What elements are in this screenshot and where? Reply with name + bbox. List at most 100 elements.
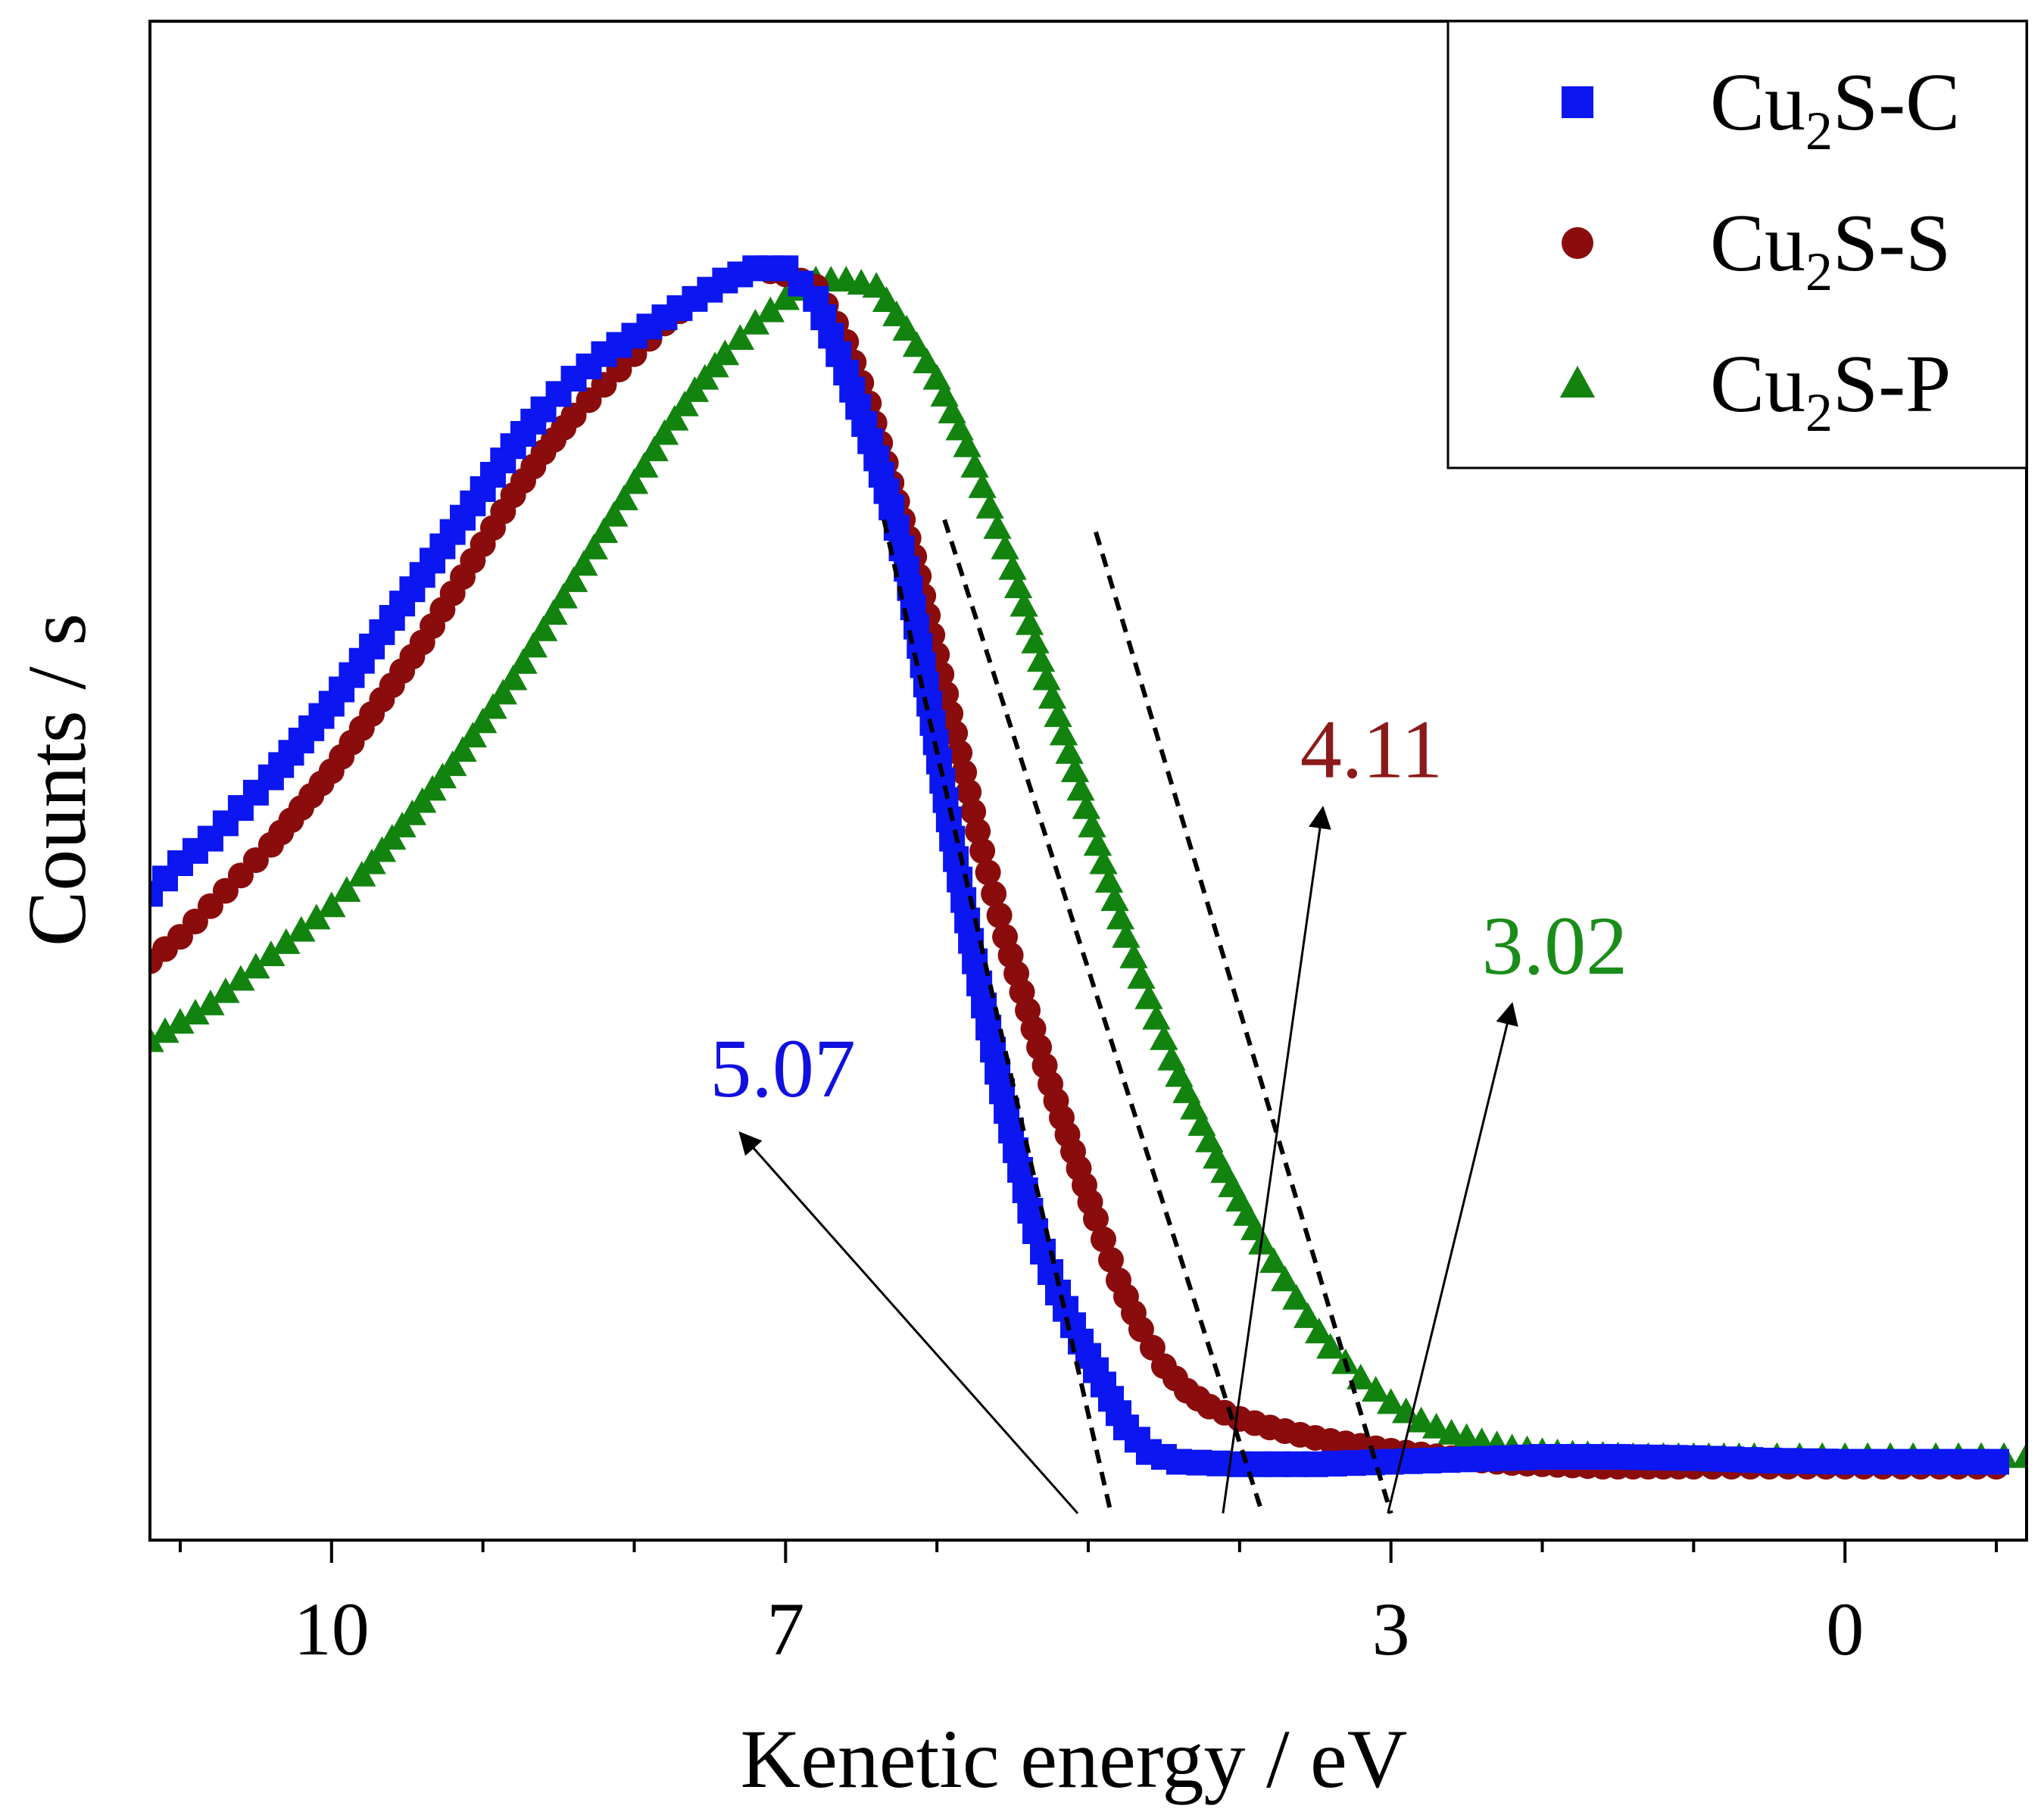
x-tick-label: 0 bbox=[1826, 1587, 1864, 1671]
series-layer bbox=[150, 255, 2027, 1480]
data-point bbox=[1391, 1397, 1421, 1424]
data-point bbox=[242, 953, 270, 979]
x-axis: 10 7 3 0 bbox=[178, 1540, 1999, 1671]
data-point bbox=[498, 664, 528, 691]
data-point bbox=[650, 419, 679, 445]
data-point bbox=[991, 533, 1019, 560]
data-point bbox=[960, 798, 987, 825]
data-point bbox=[1293, 1302, 1322, 1328]
legend-entry: Cu2S-C bbox=[1562, 58, 1960, 161]
data-point bbox=[559, 566, 588, 592]
data-point bbox=[969, 837, 996, 864]
data-point bbox=[1112, 921, 1141, 948]
data-point bbox=[983, 513, 1012, 539]
data-point bbox=[862, 272, 891, 298]
data-point bbox=[549, 582, 578, 609]
data-point bbox=[317, 891, 346, 918]
data-point bbox=[579, 533, 608, 560]
data-point bbox=[529, 615, 558, 641]
data-point bbox=[619, 468, 649, 494]
data-point bbox=[488, 678, 517, 705]
data-point bbox=[1421, 1412, 1451, 1439]
data-point bbox=[947, 740, 973, 766]
x-tick-label: 10 bbox=[294, 1587, 370, 1671]
data-point bbox=[1406, 1406, 1436, 1433]
legend-marker bbox=[1562, 86, 1593, 118]
data-point bbox=[882, 301, 911, 326]
data-point bbox=[1078, 812, 1106, 837]
data-point bbox=[438, 750, 467, 776]
data-point bbox=[975, 492, 1004, 519]
data-point bbox=[902, 331, 932, 357]
data-point bbox=[302, 903, 331, 930]
data-point bbox=[1038, 682, 1067, 709]
data-point bbox=[1142, 1003, 1171, 1030]
data-point bbox=[741, 308, 770, 335]
data-point bbox=[519, 631, 548, 658]
annotations: 5.07 4.11 3.02 bbox=[710, 703, 1627, 1514]
data-point bbox=[1094, 866, 1124, 893]
data-point bbox=[226, 965, 255, 991]
data-point bbox=[448, 736, 477, 762]
data-point bbox=[710, 339, 740, 366]
data-point bbox=[1097, 1246, 1124, 1273]
legend-label: Cu2S-S bbox=[1710, 198, 1951, 302]
data-point bbox=[1259, 1247, 1288, 1274]
data-point bbox=[981, 881, 1007, 907]
fit-lines bbox=[882, 519, 1393, 1514]
data-point bbox=[1271, 1265, 1300, 1292]
data-point bbox=[211, 977, 240, 1003]
data-point bbox=[600, 500, 629, 527]
data-point bbox=[892, 314, 921, 341]
legend-marker bbox=[1562, 227, 1593, 259]
x-tick-label: 7 bbox=[766, 1587, 804, 1671]
data-point bbox=[1082, 1205, 1109, 1232]
data-point bbox=[1150, 1024, 1178, 1050]
data-point bbox=[1049, 719, 1078, 746]
fit-line-cu2s-p bbox=[1094, 531, 1393, 1514]
data-point bbox=[1044, 701, 1072, 728]
legend-label: Cu2S-C bbox=[1710, 58, 1960, 161]
data-point bbox=[1026, 646, 1056, 672]
data-point bbox=[1139, 1334, 1166, 1361]
data-point bbox=[956, 779, 982, 806]
x-axis-label: Kenetic energy / eV bbox=[741, 1713, 1408, 1805]
legend-entry: Cu2S-P bbox=[1559, 339, 1951, 443]
data-point bbox=[1127, 962, 1156, 989]
data-point bbox=[1066, 775, 1095, 801]
data-point bbox=[539, 599, 568, 625]
data-point bbox=[771, 284, 800, 310]
data-point bbox=[640, 435, 669, 462]
plot-area: 5.07 4.11 3.02 bbox=[150, 255, 2027, 1514]
data-point bbox=[953, 431, 981, 457]
data-point bbox=[1106, 903, 1135, 930]
data-point bbox=[1119, 942, 1148, 968]
legend-label: Cu2S-P bbox=[1710, 339, 1951, 443]
annotation-arrow bbox=[738, 1131, 1079, 1514]
fit-line-cu2s-s bbox=[942, 519, 1265, 1514]
data-point bbox=[2012, 1442, 2027, 1468]
data-point bbox=[1376, 1388, 1406, 1414]
data-point bbox=[1100, 885, 1129, 912]
y-axis-label: Counts / s bbox=[11, 613, 103, 946]
data-point bbox=[1015, 609, 1044, 635]
data-point bbox=[458, 722, 488, 748]
data-point bbox=[670, 390, 699, 416]
data-point bbox=[1983, 1448, 2010, 1475]
annotation-label: 4.11 bbox=[1300, 703, 1443, 796]
fit-line-cu2s-c bbox=[882, 519, 1113, 1514]
data-point bbox=[1089, 848, 1118, 875]
data-point bbox=[479, 693, 507, 719]
series-cu2s-c bbox=[150, 255, 2010, 1477]
data-point bbox=[1003, 572, 1033, 599]
annotation-label: 5.07 bbox=[710, 1022, 856, 1115]
data-point bbox=[166, 1008, 195, 1034]
annotation-arrow bbox=[1222, 806, 1331, 1514]
annotation-label: 3.02 bbox=[1482, 900, 1627, 992]
data-point bbox=[913, 348, 941, 374]
data-point bbox=[630, 451, 659, 478]
data-point bbox=[196, 989, 225, 1015]
data-point bbox=[1128, 1316, 1154, 1342]
data-point bbox=[960, 451, 989, 478]
